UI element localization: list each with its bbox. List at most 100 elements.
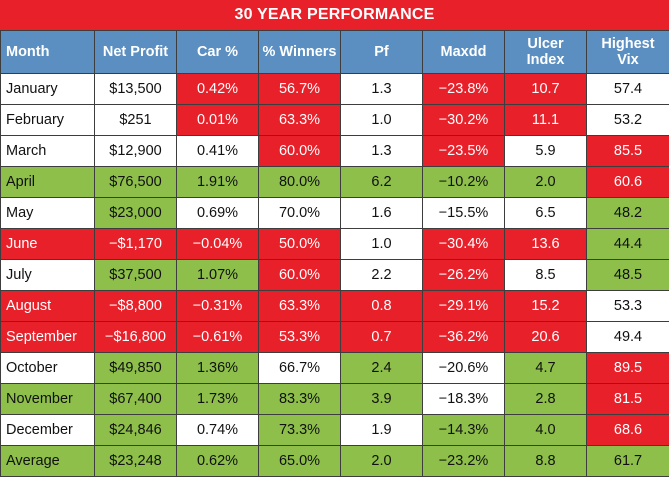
cell-month: August — [1, 291, 95, 322]
cell-ulcer-index: 15.2 — [505, 291, 587, 322]
cell-month: November — [1, 384, 95, 415]
performance-table: Month Net Profit Car % % Winners Pf Maxd… — [0, 30, 669, 477]
cell-month: December — [1, 415, 95, 446]
cell-net-profit: $49,850 — [95, 353, 177, 384]
cell-maxdd: −30.4% — [423, 229, 505, 260]
cell-pf: 6.2 — [341, 167, 423, 198]
cell-pf: 1.3 — [341, 136, 423, 167]
cell-car: 1.73% — [177, 384, 259, 415]
cell-maxdd: −29.1% — [423, 291, 505, 322]
cell-pf: 2.2 — [341, 260, 423, 291]
cell-highest-vix: 68.6 — [587, 415, 669, 446]
cell-maxdd: −15.5% — [423, 198, 505, 229]
column-header-maxdd: Maxdd — [423, 31, 505, 74]
cell-winners: 56.7% — [259, 74, 341, 105]
cell-maxdd: −26.2% — [423, 260, 505, 291]
cell-pf: 0.8 — [341, 291, 423, 322]
cell-car: 0.74% — [177, 415, 259, 446]
cell-net-profit: −$16,800 — [95, 322, 177, 353]
cell-pf: 2.4 — [341, 353, 423, 384]
cell-winners: 65.0% — [259, 446, 341, 477]
cell-car: 0.01% — [177, 105, 259, 136]
cell-ulcer-index: 11.1 — [505, 105, 587, 136]
column-header-car: Car % — [177, 31, 259, 74]
cell-net-profit: $76,500 — [95, 167, 177, 198]
cell-net-profit: $23,248 — [95, 446, 177, 477]
cell-car: 0.41% — [177, 136, 259, 167]
cell-month: May — [1, 198, 95, 229]
cell-pf: 3.9 — [341, 384, 423, 415]
cell-net-profit: $23,000 — [95, 198, 177, 229]
cell-pf: 1.9 — [341, 415, 423, 446]
cell-maxdd: −23.8% — [423, 74, 505, 105]
cell-maxdd: −20.6% — [423, 353, 505, 384]
cell-winners: 60.0% — [259, 136, 341, 167]
cell-pf: 0.7 — [341, 322, 423, 353]
cell-winners: 73.3% — [259, 415, 341, 446]
column-header-month: Month — [1, 31, 95, 74]
cell-ulcer-index: 6.5 — [505, 198, 587, 229]
cell-winners: 60.0% — [259, 260, 341, 291]
table-title: 30 YEAR PERFORMANCE — [0, 0, 669, 30]
cell-winners: 63.3% — [259, 105, 341, 136]
cell-ulcer-index: 5.9 — [505, 136, 587, 167]
cell-car: 1.91% — [177, 167, 259, 198]
cell-net-profit: $12,900 — [95, 136, 177, 167]
cell-highest-vix: 60.6 — [587, 167, 669, 198]
cell-maxdd: −23.2% — [423, 446, 505, 477]
cell-winners: 70.0% — [259, 198, 341, 229]
cell-ulcer-index: 8.5 — [505, 260, 587, 291]
column-header-net-profit: Net Profit — [95, 31, 177, 74]
cell-month: September — [1, 322, 95, 353]
cell-highest-vix: 89.5 — [587, 353, 669, 384]
cell-highest-vix: 85.5 — [587, 136, 669, 167]
cell-car: −0.04% — [177, 229, 259, 260]
cell-highest-vix: 61.7 — [587, 446, 669, 477]
cell-winners: 53.3% — [259, 322, 341, 353]
cell-month: July — [1, 260, 95, 291]
cell-net-profit: $67,400 — [95, 384, 177, 415]
cell-highest-vix: 48.2 — [587, 198, 669, 229]
cell-month: October — [1, 353, 95, 384]
cell-winners: 50.0% — [259, 229, 341, 260]
cell-car: 0.62% — [177, 446, 259, 477]
cell-car: 0.42% — [177, 74, 259, 105]
cell-winners: 83.3% — [259, 384, 341, 415]
cell-net-profit: −$1,170 — [95, 229, 177, 260]
cell-highest-vix: 81.5 — [587, 384, 669, 415]
table-row: September−$16,800−0.61%53.3%0.7−36.2%20.… — [1, 322, 669, 353]
cell-month: June — [1, 229, 95, 260]
cell-car: 1.36% — [177, 353, 259, 384]
cell-pf: 2.0 — [341, 446, 423, 477]
cell-net-profit: $24,846 — [95, 415, 177, 446]
cell-ulcer-index: 13.6 — [505, 229, 587, 260]
cell-net-profit: −$8,800 — [95, 291, 177, 322]
cell-highest-vix: 48.5 — [587, 260, 669, 291]
cell-ulcer-index: 2.8 — [505, 384, 587, 415]
cell-ulcer-index: 10.7 — [505, 74, 587, 105]
cell-highest-vix: 57.4 — [587, 74, 669, 105]
cell-ulcer-index: 4.7 — [505, 353, 587, 384]
cell-maxdd: −18.3% — [423, 384, 505, 415]
cell-ulcer-index: 4.0 — [505, 415, 587, 446]
cell-car: 1.07% — [177, 260, 259, 291]
column-header-winners: % Winners — [259, 31, 341, 74]
cell-net-profit: $13,500 — [95, 74, 177, 105]
cell-maxdd: −36.2% — [423, 322, 505, 353]
cell-ulcer-index: 20.6 — [505, 322, 587, 353]
cell-pf: 1.0 — [341, 229, 423, 260]
cell-month: Average — [1, 446, 95, 477]
cell-highest-vix: 44.4 — [587, 229, 669, 260]
column-header-highest-vix: Highest Vix — [587, 31, 669, 74]
cell-net-profit: $37,500 — [95, 260, 177, 291]
cell-winners: 80.0% — [259, 167, 341, 198]
cell-maxdd: −30.2% — [423, 105, 505, 136]
